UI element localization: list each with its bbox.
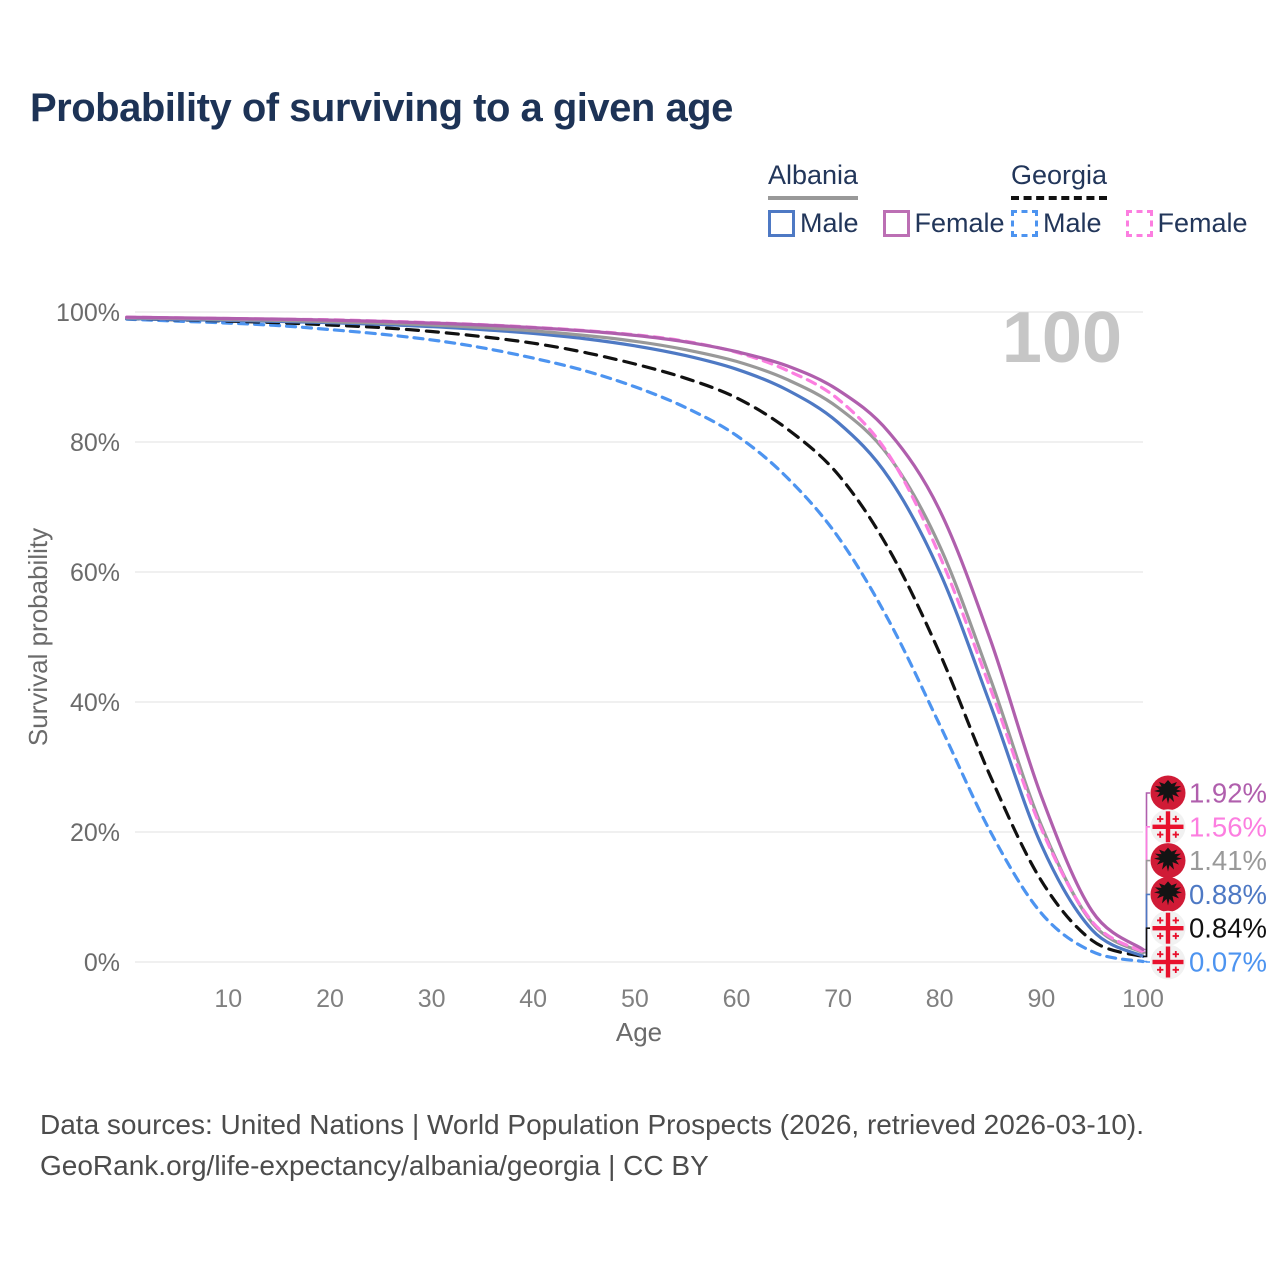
y-tick-label: 0% [84,949,120,977]
double-headed-eagle-icon [1154,780,1182,804]
legend-row-georgia: Male Female [1011,208,1248,239]
y-tick-label: 60% [70,559,120,587]
page-title: Probability of surviving to a given age [30,86,733,130]
series-line-georgia-both-sexes [125,316,1145,959]
legend-group-albania: Albania Male Female [768,160,1005,239]
series-line-georgia-female [125,315,1145,954]
legend-label: Male [1043,208,1102,238]
legend-group-georgia: Georgia Male Female [1011,160,1248,239]
x-tick-label: 90 [1027,985,1055,1013]
end-value-label: 1.56% [1189,811,1267,842]
series-line-georgia-male [125,317,1145,964]
label-connector [1143,960,1150,963]
x-tick-label: 40 [519,985,547,1013]
x-tick-label: 70 [824,985,852,1013]
georgia-flag-icon [1150,910,1186,946]
albania-flag-icon [1150,876,1186,912]
legend-label: Female [1157,208,1248,238]
legend-item-albania-male[interactable]: Male [768,208,859,239]
albania-male-swatch-icon [768,210,795,237]
georgia-female-swatch-icon [1125,210,1153,237]
x-axis-title: Age [616,1017,662,1047]
x-tick-label: 50 [621,985,649,1013]
double-headed-eagle-icon [1154,847,1182,872]
chart-area: 0% 20% 40% 60% 80% 100% 10 20 30 40 50 60 70 80 90 100 A… [0,270,1280,1090]
series-line-albania-female [125,315,1145,952]
x-tick-label: 20 [316,985,344,1013]
footer: Data sources: United Nations | World Pop… [40,1104,1144,1186]
x-tick-label: 100 [1122,985,1164,1013]
x-tick-label: 60 [723,985,751,1013]
double-headed-eagle-icon [1154,881,1182,906]
y-tick-label: 80% [70,429,120,457]
x-tick-label: 10 [214,985,242,1013]
end-value-label: 1.92% [1189,778,1267,809]
y-axis-title: Survival probability [23,528,53,746]
x-tick-label: 30 [418,985,446,1013]
legend-item-georgia-male[interactable]: Male [1011,208,1102,239]
albania-flag-icon [1150,775,1186,811]
y-tick-label: 20% [70,819,120,847]
end-value-label: 0.88% [1189,879,1267,910]
survival-chart: 0% 20% 40% 60% 80% 100% 10 20 30 40 50 60 70 80 90 100 A… [23,298,1267,1047]
legend-row-albania: Male Female [768,208,1005,239]
end-value-label: 0.84% [1189,913,1267,944]
legend-header-georgia[interactable]: Georgia [1011,160,1108,200]
age-watermark: 100 [1002,298,1122,378]
x-tick-label: 80 [926,985,954,1013]
legend-label: Male [800,208,859,238]
legend-header-albania[interactable]: Albania [768,160,859,200]
albania-female-swatch-icon [882,210,910,237]
georgia-flag-icon [1150,809,1186,845]
albania-flag-icon [1150,843,1186,879]
series-line-albania-both-sexes [125,316,1145,955]
legend-label: Female [914,208,1005,238]
legend-item-georgia-female[interactable]: Female [1125,208,1248,239]
y-tick-label: 100% [56,299,120,327]
label-connector [1143,927,1150,958]
footer-link: GeoRank.org/life-expectancy/albania/geor… [40,1150,709,1181]
footer-sources: Data sources: United Nations | World Pop… [40,1109,1145,1140]
georgia-flag-icon [1150,944,1186,980]
end-value-label: 1.41% [1189,845,1267,876]
end-value-label: 0.07% [1189,947,1267,978]
legend-item-albania-female[interactable]: Female [882,208,1005,239]
georgia-male-swatch-icon [1011,210,1038,237]
y-tick-label: 40% [70,689,120,717]
